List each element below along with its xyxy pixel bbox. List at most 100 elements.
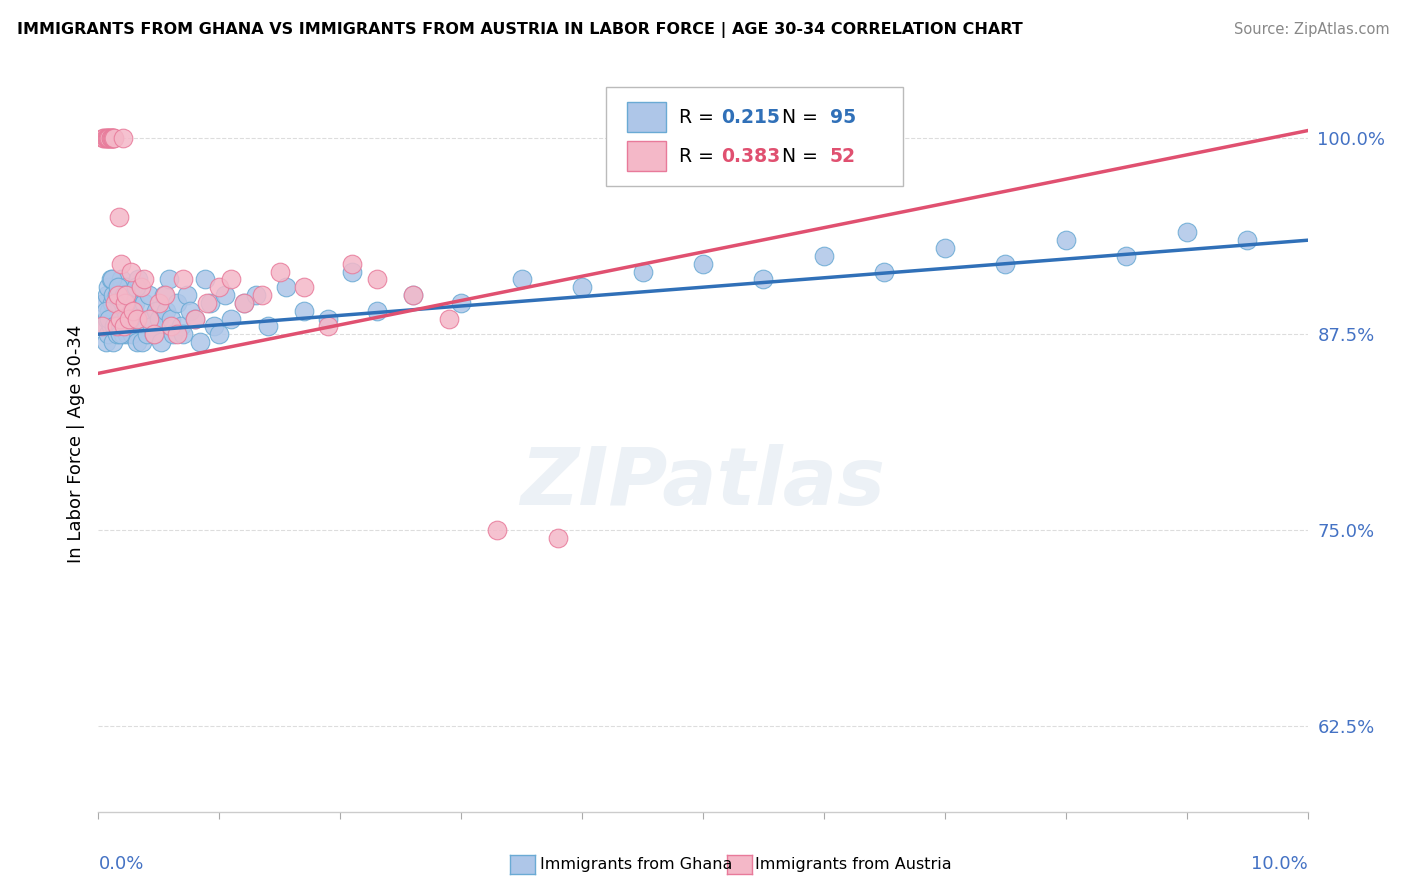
Point <box>873 264 896 278</box>
Point <box>91 131 114 145</box>
Point <box>114 311 136 326</box>
Point <box>111 131 134 145</box>
Point <box>169 319 191 334</box>
Point <box>510 272 533 286</box>
Point <box>1175 226 1198 240</box>
Point <box>166 327 188 342</box>
Point <box>115 296 138 310</box>
Point <box>138 288 160 302</box>
Point <box>103 319 125 334</box>
Point <box>129 311 152 326</box>
Point <box>127 334 149 349</box>
Text: Source: ZipAtlas.com: Source: ZipAtlas.com <box>1233 22 1389 37</box>
Text: ZIPatlas: ZIPatlas <box>520 444 886 522</box>
Point <box>366 303 388 318</box>
Point <box>108 311 131 326</box>
Point <box>120 264 142 278</box>
Point <box>155 303 177 318</box>
Point <box>141 319 163 334</box>
Point <box>934 241 956 255</box>
Point <box>93 319 115 334</box>
Text: R =: R = <box>679 108 720 127</box>
Point <box>111 327 134 342</box>
Point <box>100 272 122 286</box>
Point <box>134 296 156 310</box>
Point <box>100 131 122 145</box>
Point <box>571 280 593 294</box>
Point <box>204 319 226 334</box>
Point <box>101 131 124 145</box>
Point <box>118 319 141 334</box>
Point <box>105 288 128 302</box>
Point <box>256 319 278 334</box>
Point <box>184 311 207 326</box>
Point <box>97 327 120 342</box>
Point <box>91 319 114 334</box>
Point <box>194 272 217 286</box>
Point <box>366 272 388 286</box>
Point <box>153 288 176 302</box>
Point <box>221 272 243 286</box>
Point <box>138 311 160 326</box>
Point <box>172 327 194 342</box>
Point <box>437 311 460 326</box>
Point <box>269 264 291 278</box>
Point <box>117 327 139 342</box>
Point <box>143 327 166 342</box>
Point <box>232 296 254 310</box>
Point <box>631 264 654 278</box>
Point <box>160 311 183 326</box>
Point <box>110 257 132 271</box>
Point <box>135 327 157 342</box>
Text: N =: N = <box>769 108 824 127</box>
Point <box>131 334 153 349</box>
Point <box>232 296 254 310</box>
Point <box>96 311 118 326</box>
Point <box>104 296 127 310</box>
Point <box>245 288 267 302</box>
Point <box>96 288 118 302</box>
Point <box>98 303 121 318</box>
Text: Immigrants from Austria: Immigrants from Austria <box>755 857 952 871</box>
Point <box>250 288 273 302</box>
Point <box>96 131 118 145</box>
Point <box>402 288 425 302</box>
FancyBboxPatch shape <box>606 87 903 186</box>
Point <box>208 327 231 342</box>
Point <box>103 131 125 145</box>
Point <box>145 303 167 318</box>
Point <box>94 303 117 318</box>
Point <box>148 296 170 310</box>
Point <box>162 327 184 342</box>
Point <box>104 303 127 318</box>
Point <box>108 296 131 310</box>
Point <box>115 288 138 302</box>
Point <box>752 272 775 286</box>
Point <box>115 280 138 294</box>
Point <box>105 319 128 334</box>
Point <box>101 131 124 145</box>
Point <box>486 523 509 537</box>
Point <box>122 311 145 326</box>
Point <box>101 288 124 302</box>
Point <box>108 210 131 224</box>
Point <box>172 272 194 286</box>
Point <box>108 327 131 342</box>
Point <box>134 272 156 286</box>
Point <box>208 280 231 294</box>
Point <box>105 327 128 342</box>
Text: 95: 95 <box>830 108 856 127</box>
Text: 0.383: 0.383 <box>721 146 780 166</box>
Point <box>402 288 425 302</box>
Point <box>292 303 315 318</box>
Text: Immigrants from Ghana: Immigrants from Ghana <box>540 857 733 871</box>
Point <box>292 280 315 294</box>
Point <box>316 311 339 326</box>
Point <box>150 334 173 349</box>
Point <box>184 311 207 326</box>
Point <box>221 311 243 326</box>
FancyBboxPatch shape <box>627 141 665 171</box>
Point <box>198 296 221 310</box>
Point <box>97 131 120 145</box>
Point <box>121 327 143 342</box>
